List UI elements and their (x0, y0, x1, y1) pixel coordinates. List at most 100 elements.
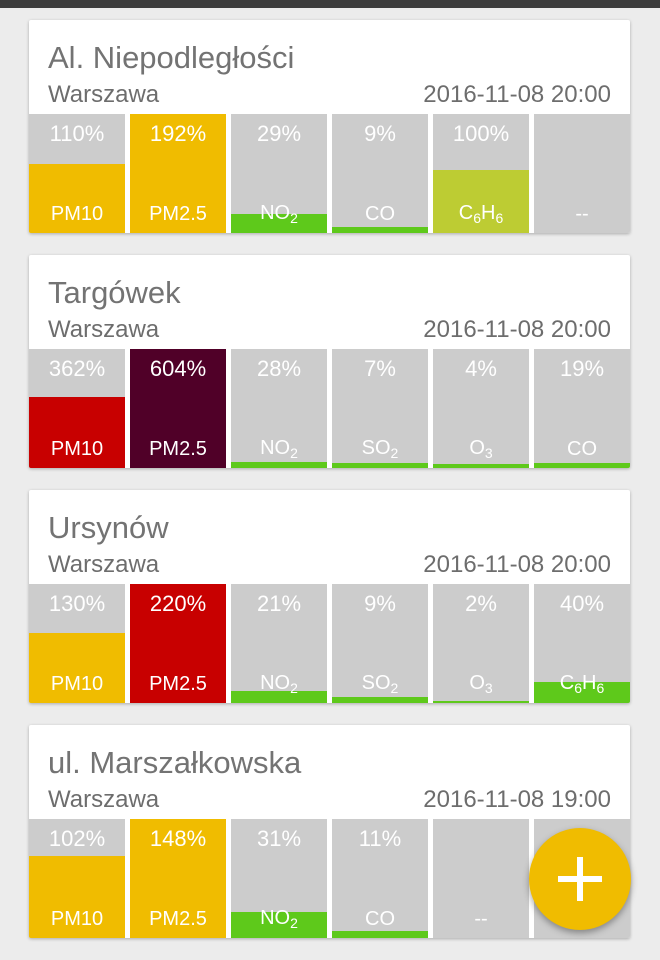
pollutant-label: PM2.5 (130, 438, 226, 461)
pollutant-percent: 19% (559, 356, 605, 381)
pollutant-tile[interactable]: 220% PM2.5 (130, 584, 226, 703)
pollutant-label-subscript: 6 (473, 210, 481, 226)
pollutant-label-subscript: 2 (390, 445, 399, 461)
pollutant-tile[interactable]: 130% PM10 (29, 584, 125, 703)
pollutant-tile[interactable]: 28% NO2 (231, 349, 327, 468)
pollutant-tiles: 110% PM10 192% PM2.5 29% NO2 9% CO 100% C6H6 -- (29, 114, 630, 233)
pollutant-label-text: C (559, 672, 575, 694)
pollutant-label-text: H (582, 672, 597, 694)
pollutant-label: NO2 (231, 437, 327, 461)
pollutant-level-bar (231, 462, 327, 468)
pollutant-tile[interactable]: 148% PM2.5 (130, 819, 226, 938)
station-card[interactable]: Targówek Warszawa 2016-11-08 20:00 362% PM10… (29, 255, 630, 468)
pollutant-level-bar (332, 463, 428, 468)
pollutant-level-bar (29, 164, 125, 233)
pollutant-tile[interactable]: 21% NO2 (231, 584, 327, 703)
pollutant-label: NO2 (231, 672, 327, 696)
pollutant-percent: 100% (452, 121, 510, 146)
pollutant-label: CO (332, 203, 428, 226)
pollutant-label-text: SO (361, 672, 391, 694)
pollutant-percent: 102% (48, 826, 106, 851)
pollutant-label-text: O (469, 437, 485, 459)
pollutant-tile[interactable]: -- (534, 114, 630, 233)
pollutant-tile[interactable]: 31% NO2 (231, 819, 327, 938)
pollutant-tile[interactable]: 40% C6H6 (534, 584, 630, 703)
pollutant-percent: 220% (149, 591, 207, 616)
pollutant-label: PM10 (29, 438, 125, 461)
pollutant-level-bar (130, 584, 226, 703)
pollutant-label: SO2 (332, 437, 428, 461)
station-name: Targówek (48, 275, 181, 310)
pollutant-label-subscript: 6 (495, 210, 504, 226)
add-station-button[interactable] (529, 828, 631, 930)
pollutant-label-text: C (458, 202, 474, 224)
pollutant-tile[interactable]: 11% CO (332, 819, 428, 938)
measurement-timestamp: 2016-11-08 19:00 (423, 786, 611, 813)
station-card[interactable]: ul. Marszałkowska Warszawa 2016-11-08 19:0… (29, 725, 630, 938)
pollutant-label-text: PM2.5 (149, 438, 207, 460)
pollutant-label: O3 (433, 672, 529, 696)
station-card[interactable]: Al. Niepodległości Warszawa 2016-11-08 20:… (29, 20, 630, 233)
pollutant-tile[interactable]: 9% CO (332, 114, 428, 233)
pollutant-percent: 362% (48, 356, 106, 381)
pollutant-label: SO2 (332, 672, 428, 696)
pollutant-percent: 192% (149, 121, 207, 146)
pollutant-label-text: PM2.5 (149, 203, 207, 225)
station-name: ul. Marszałkowska (48, 745, 302, 780)
pollutant-level-bar (130, 819, 226, 938)
pollutant-level-bar (433, 464, 529, 468)
pollutant-tile[interactable]: 7% SO2 (332, 349, 428, 468)
pollutant-label-text: SO (361, 437, 391, 459)
pollutant-level-bar (433, 170, 529, 233)
pollutant-tile[interactable]: 29% NO2 (231, 114, 327, 233)
pollutant-tile[interactable]: 604% PM2.5 (130, 349, 226, 468)
pollutant-label: O3 (433, 437, 529, 461)
pollutant-label-text: NO (260, 907, 291, 929)
pollutant-label: CO (534, 438, 630, 461)
pollutant-label: PM10 (29, 673, 125, 696)
pollutant-label-subscript: 2 (290, 915, 298, 931)
pollutant-level-bar (231, 691, 327, 703)
pollutant-label-subscript: 6 (596, 680, 605, 696)
pollutant-tile[interactable]: 110% PM10 (29, 114, 125, 233)
pollutant-percent: 7% (364, 356, 396, 381)
pollutant-tile[interactable]: 19% CO (534, 349, 630, 468)
pollutant-label-text: CO (365, 908, 395, 930)
pollutant-level-bar (130, 114, 226, 233)
pollutant-percent: 604% (149, 356, 207, 381)
pollutant-level-bar (534, 682, 630, 703)
pollutant-tile[interactable]: 102% PM10 (29, 819, 125, 938)
measurement-timestamp: 2016-11-08 20:00 (423, 81, 611, 108)
pollutant-tile[interactable]: 2% O3 (433, 584, 529, 703)
pollutant-tile[interactable]: 192% PM2.5 (130, 114, 226, 233)
pollutant-tile[interactable]: 362% PM10 (29, 349, 125, 468)
pollutant-tile[interactable]: 9% SO2 (332, 584, 428, 703)
pollutant-tile[interactable]: -- (433, 819, 529, 938)
pollutant-label-subscript: 2 (390, 680, 399, 696)
station-card[interactable]: Ursynów Warszawa 2016-11-08 20:00 130% PM10 2… (29, 490, 630, 703)
pollutant-label: C6H6 (534, 672, 630, 696)
pollutant-percent: 2% (465, 591, 497, 616)
pollutant-label-subscript: 3 (484, 680, 493, 696)
pollutant-level-bar (130, 349, 226, 468)
pollutant-label: NO2 (231, 202, 327, 226)
station-city: Warszawa (48, 316, 160, 343)
pollutant-percent: 9% (364, 591, 396, 616)
pollutant-level-bar (29, 856, 125, 938)
pollutant-label-subscript: 6 (574, 680, 582, 696)
pollutant-label-subscript: 3 (484, 445, 493, 461)
pollutant-label: CO (332, 908, 428, 931)
pollutant-label-subscript: 2 (290, 680, 298, 696)
pollutant-label: C6H6 (433, 202, 529, 226)
pollutant-tiles: 102% PM10 148% PM2.5 31% NO2 11% CO -- (29, 819, 630, 938)
pollutant-label-text: NO (260, 202, 291, 224)
pollutant-level-bar (332, 697, 428, 703)
station-name: Al. Niepodległości (48, 40, 295, 75)
pollutant-tile[interactable]: 4% O3 (433, 349, 529, 468)
pollutant-level-bar (29, 397, 125, 468)
pollutant-percent: 110% (49, 121, 105, 146)
pollutant-tile[interactable]: 100% C6H6 (433, 114, 529, 233)
pollutant-level-bar (534, 463, 630, 468)
pollutant-percent: 9% (364, 121, 396, 146)
pollutant-percent: 40% (559, 591, 605, 616)
